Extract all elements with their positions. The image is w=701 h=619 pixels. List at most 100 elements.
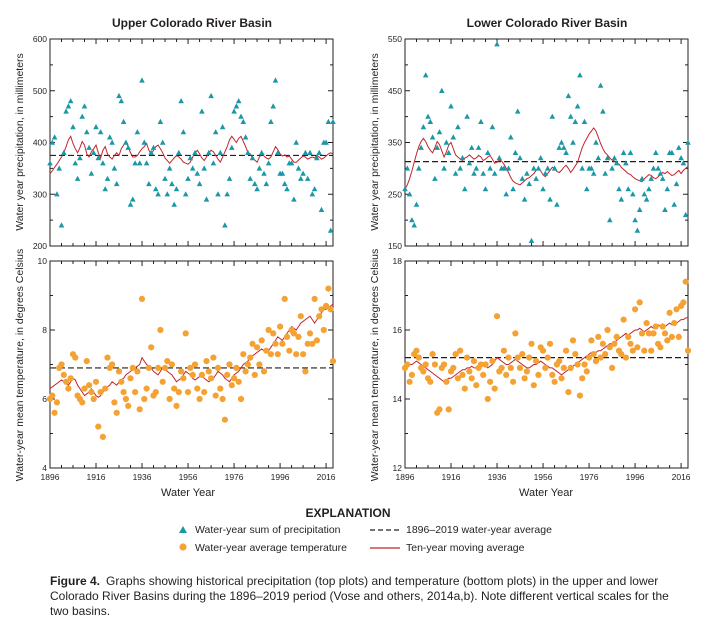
lower-precip-point xyxy=(616,186,622,192)
upper-precip-point xyxy=(288,160,295,166)
lower-precip-point xyxy=(632,217,638,223)
upper-precip-point xyxy=(139,77,145,83)
lower-precip-point xyxy=(544,165,551,171)
lower-precip-point xyxy=(561,144,567,150)
lower-temp-point xyxy=(509,378,517,385)
upper-xlabel: Water Year xyxy=(161,487,215,499)
lower-precip-point xyxy=(436,129,443,135)
lower-temp-xtick-label: 1996 xyxy=(626,472,645,482)
lower-temp-point xyxy=(558,375,565,382)
upper-temp-point xyxy=(233,364,240,371)
lower-temp-point xyxy=(519,351,526,358)
lower-temp-point xyxy=(588,337,595,344)
upper-temp-point xyxy=(148,344,155,351)
upper-temp-point xyxy=(313,337,320,344)
lower-precip-point xyxy=(609,165,615,171)
lower-temp-point xyxy=(604,326,611,334)
upper-temp-point xyxy=(251,371,258,378)
lower-precip-point xyxy=(551,165,558,171)
lower-temp-point xyxy=(597,354,604,361)
lower-precip-point xyxy=(653,149,659,155)
lower-temp-point xyxy=(526,354,533,361)
lower-temp-point xyxy=(533,358,540,365)
upper-precip-point xyxy=(116,92,122,99)
lower-temp-point xyxy=(592,358,600,365)
upper-precip-point xyxy=(203,196,210,202)
upper-precip-point xyxy=(88,170,95,176)
lower-temp-plot-frame xyxy=(404,260,689,469)
lower-precip-ytick-label: 250 xyxy=(388,189,402,199)
upper-precip-point xyxy=(123,139,129,145)
lower-precip-point xyxy=(510,186,516,192)
upper-temp-point xyxy=(145,364,152,371)
upper-precip-point xyxy=(178,98,184,104)
lower-precip-point xyxy=(457,165,463,171)
lower-precip-point xyxy=(489,124,496,130)
upper-temp-point xyxy=(235,378,242,385)
lower-precip-point xyxy=(487,165,493,171)
lower-precip-ylabel: Water year precipitation, in millimeters xyxy=(369,53,381,231)
upper-temp-point xyxy=(256,361,263,368)
upper-precip-point xyxy=(307,149,313,155)
lower-precip-point xyxy=(659,175,666,181)
upper-temp-point xyxy=(72,354,79,361)
lower-precip-point xyxy=(528,237,535,243)
upper-precip-point xyxy=(295,165,302,171)
legend-temp-marker xyxy=(179,543,187,551)
lower-temp-point xyxy=(661,330,669,337)
upper-precip-point xyxy=(65,103,72,109)
lower-basin-title: Lower Colorado River Basin xyxy=(467,16,628,30)
lower-temp-ytick-label: 14 xyxy=(393,394,403,404)
lower-temp-point xyxy=(530,382,537,389)
upper-precip-point xyxy=(233,103,240,109)
upper-precip-point xyxy=(58,222,65,228)
lower-temp-point xyxy=(650,330,657,337)
lower-precip-point xyxy=(485,149,491,155)
upper-precip-ytick-label: 500 xyxy=(33,86,47,96)
upper-temp-point xyxy=(102,385,109,392)
upper-temp-point xyxy=(115,368,123,375)
lower-precip-point xyxy=(584,186,590,192)
upper-temp-point xyxy=(283,333,291,340)
lower-temp-point xyxy=(583,368,590,375)
lower-precip-point xyxy=(501,165,507,171)
lower-precip-point xyxy=(636,206,643,212)
lower-temp-point xyxy=(576,392,584,399)
upper-temp-point xyxy=(191,361,199,368)
lower-precip-point xyxy=(678,155,684,161)
upper-temp-xtick-label: 1936 xyxy=(133,472,152,482)
lower-temp-point xyxy=(420,368,427,375)
legend: EXPLANATION Water-year sum of precipitat… xyxy=(179,506,552,554)
lower-temp-point xyxy=(470,358,478,365)
lower-temp-point xyxy=(581,361,588,368)
upper-temp-point xyxy=(175,389,182,396)
upper-precip-ylabel: Water year precipitation, in millimeters xyxy=(14,53,26,231)
upper-temp-point xyxy=(286,347,293,354)
lower-precip-point xyxy=(512,149,519,155)
lower-precip-point xyxy=(443,139,450,145)
lower-temp-point xyxy=(450,364,457,371)
upper-precip-point xyxy=(164,191,171,197)
upper-temp-point xyxy=(302,368,309,375)
upper-precip-point xyxy=(212,129,219,135)
upper-precip-point xyxy=(265,160,272,166)
upper-temp-point xyxy=(58,361,65,368)
lower-temp-point xyxy=(629,347,636,354)
upper-precip-point xyxy=(153,186,159,192)
lower-precip-point xyxy=(685,139,691,145)
lower-temp-point xyxy=(473,382,480,389)
lower-precip-point xyxy=(450,134,457,140)
upper-precip-point xyxy=(118,98,125,104)
upper-precip-point xyxy=(81,103,88,109)
upper-temp-ytick-label: 4 xyxy=(42,463,47,473)
lower-temp-point xyxy=(512,330,519,337)
lower-temp-point xyxy=(487,378,494,385)
upper-precip-point xyxy=(173,186,180,192)
lower-precip-point xyxy=(676,144,682,150)
lower-temp-point xyxy=(671,320,678,327)
lower-temp-point xyxy=(445,406,452,413)
upper-precip-point xyxy=(111,165,118,171)
upper-precip-point xyxy=(210,160,217,166)
upper-precip-point xyxy=(166,165,173,171)
upper-precip-point xyxy=(72,160,79,166)
